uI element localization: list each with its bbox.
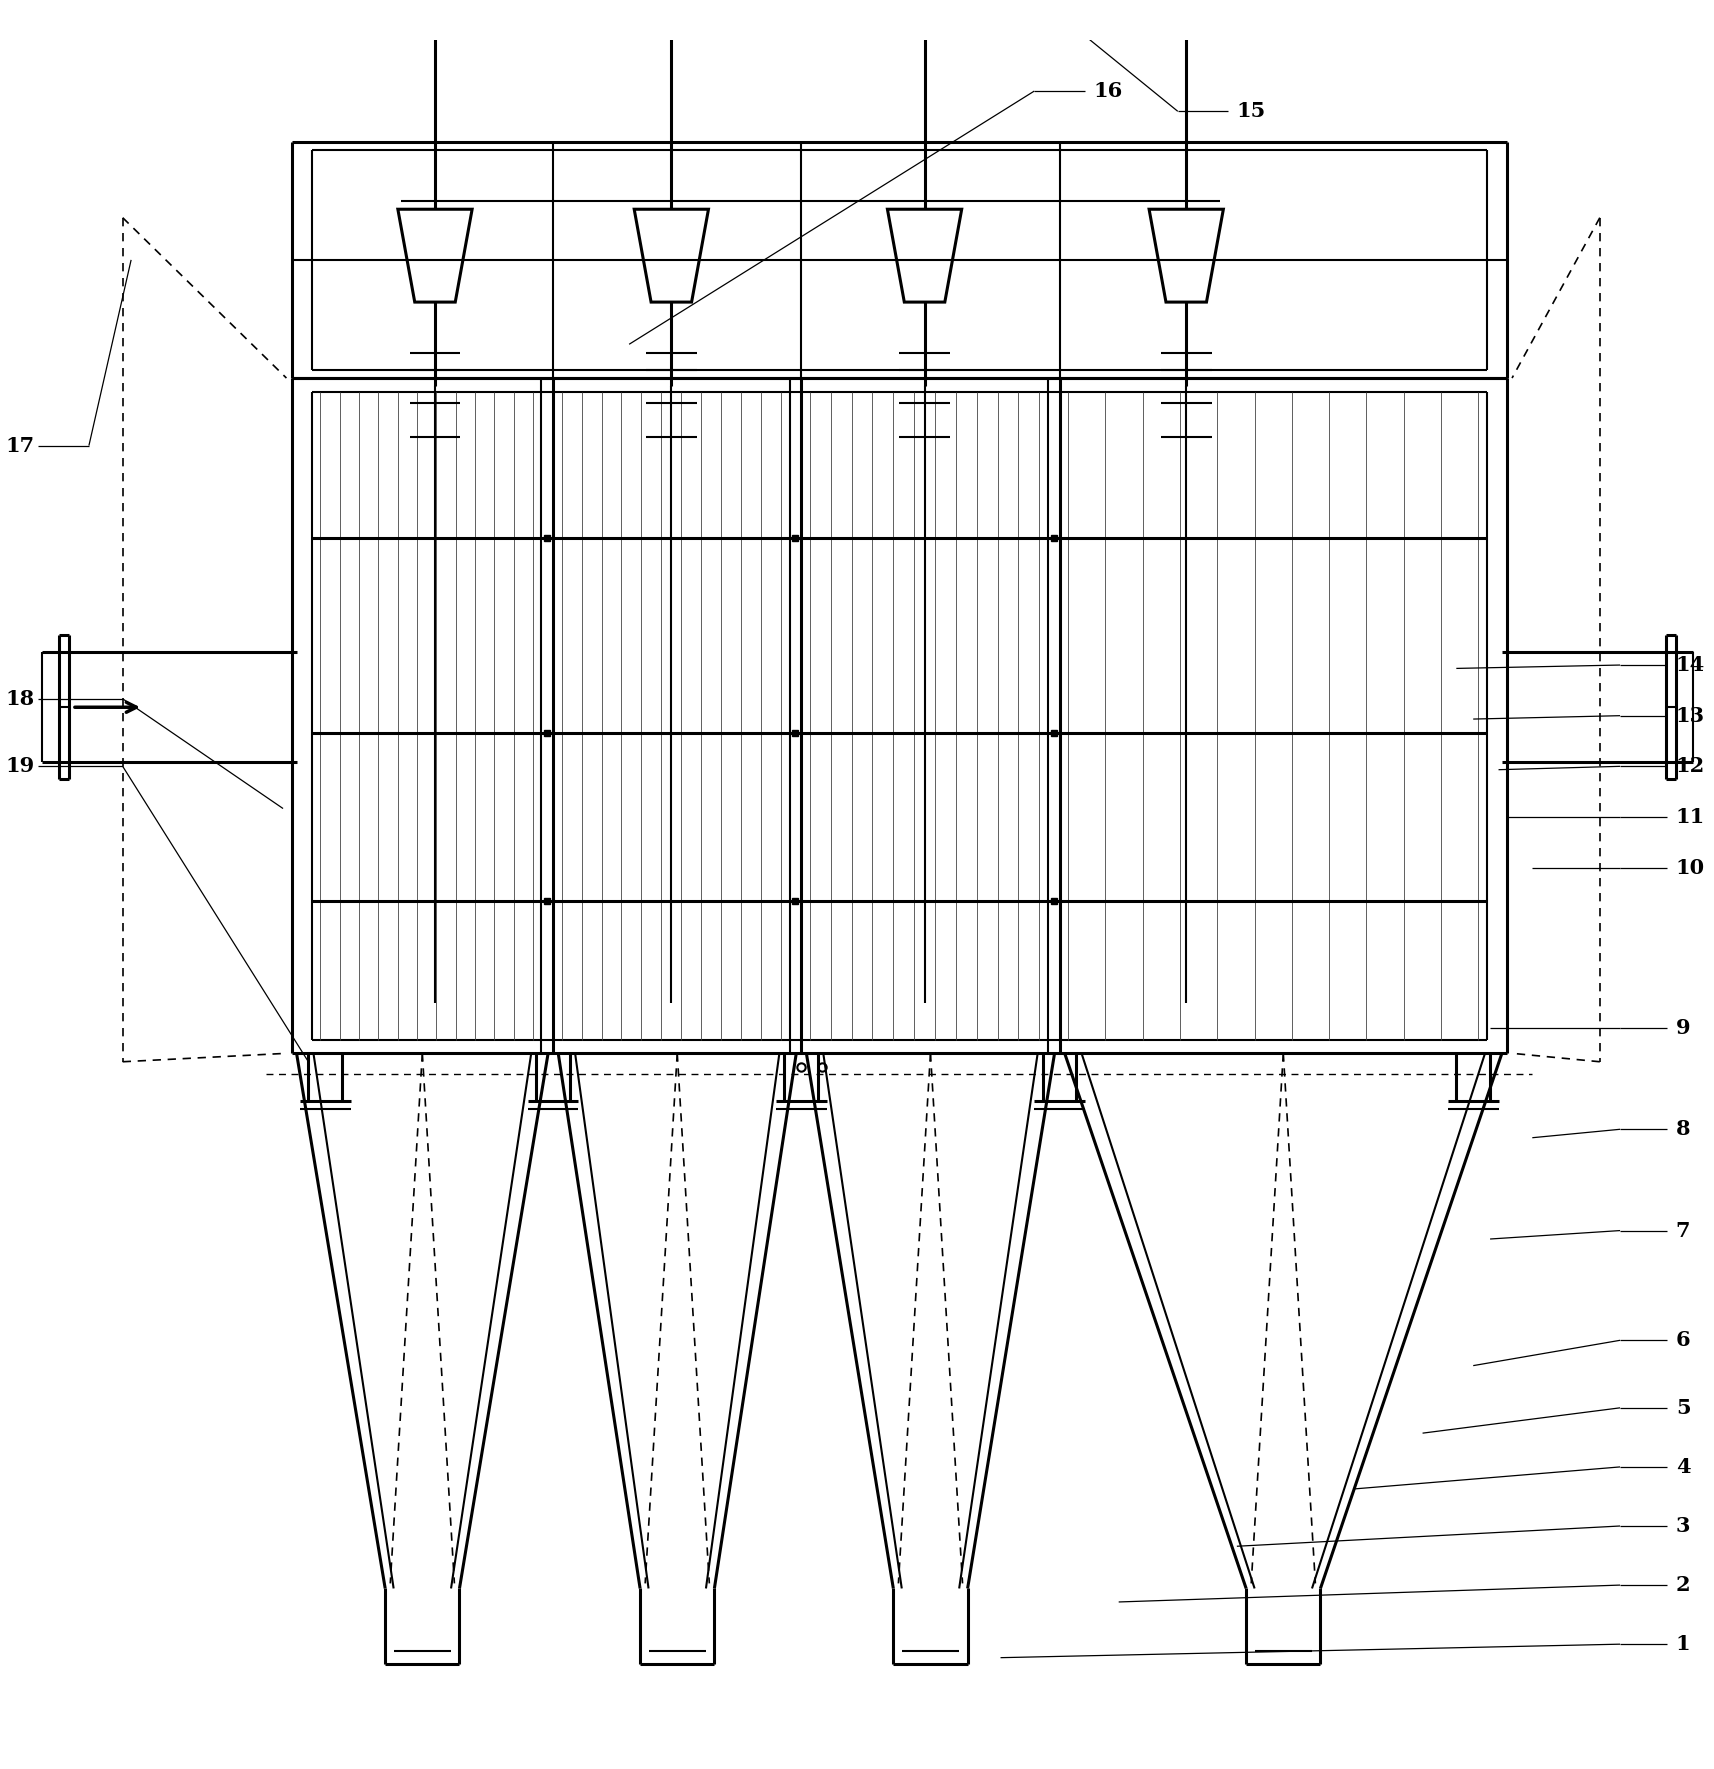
Text: 8: 8 [1675, 1120, 1690, 1139]
Text: 14: 14 [1675, 655, 1704, 676]
Text: 15: 15 [1236, 101, 1265, 122]
Text: 3: 3 [1675, 1516, 1690, 1535]
Text: 18: 18 [5, 688, 34, 709]
Text: 5: 5 [1675, 1398, 1690, 1417]
Text: 7: 7 [1675, 1221, 1690, 1240]
Text: 2: 2 [1675, 1574, 1690, 1596]
Text: 9: 9 [1675, 1017, 1690, 1038]
Text: 11: 11 [1675, 807, 1704, 826]
Text: 4: 4 [1675, 1458, 1690, 1477]
Text: 10: 10 [1675, 858, 1704, 877]
Text: 13: 13 [1675, 706, 1704, 725]
Text: 16: 16 [1094, 81, 1123, 101]
Text: 1: 1 [1675, 1635, 1690, 1654]
Text: 19: 19 [5, 757, 34, 777]
Text: 17: 17 [5, 435, 34, 456]
Text: 6: 6 [1675, 1330, 1690, 1350]
Text: 12: 12 [1675, 757, 1704, 777]
